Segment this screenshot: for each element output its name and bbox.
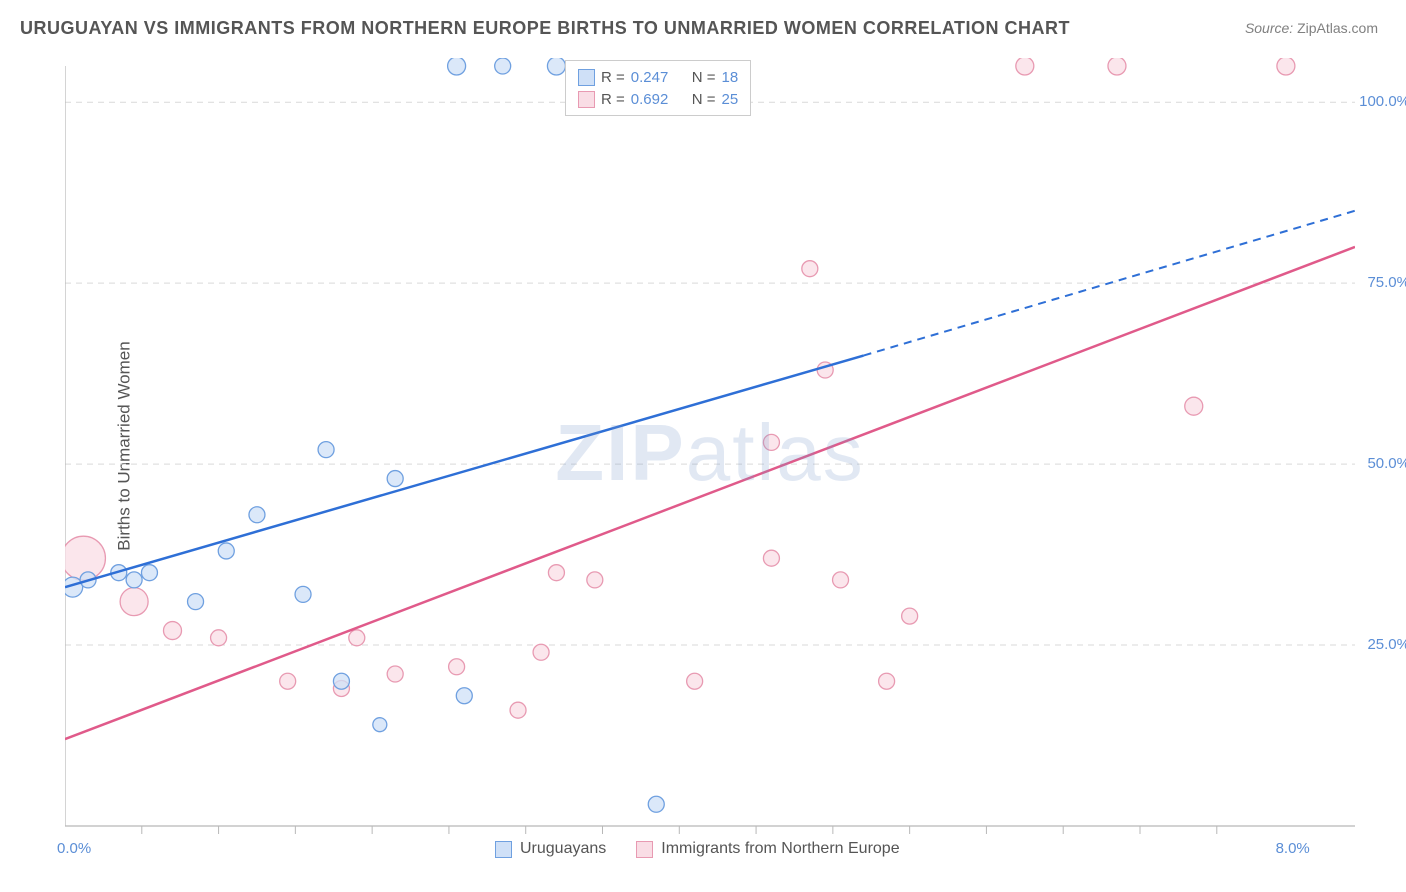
y-tick-label: 25.0% [1367, 636, 1406, 653]
y-tick-label: 100.0% [1359, 93, 1406, 110]
chart-area: ZIPatlas 25.0%50.0%75.0%100.0%0.0%8.0% R… [65, 58, 1355, 848]
x-tick-label: 8.0% [1276, 840, 1310, 857]
source-attribution: Source: ZipAtlas.com [1245, 20, 1378, 36]
scatter-plot [65, 58, 1355, 848]
source-label: Source: [1245, 20, 1293, 36]
correlation-legend: R = 0.247N = 18 R = 0.692N = 25 [565, 60, 751, 116]
y-tick-label: 75.0% [1367, 274, 1406, 291]
legend-label: Uruguayans [520, 840, 606, 858]
legend-swatch [578, 91, 595, 108]
x-tick-label: 0.0% [57, 840, 91, 857]
source-value: ZipAtlas.com [1297, 20, 1378, 36]
legend-label: Immigrants from Northern Europe [661, 840, 899, 858]
series-legend: Uruguayans Immigrants from Northern Europ… [495, 840, 900, 858]
chart-title: URUGUAYAN VS IMMIGRANTS FROM NORTHERN EU… [20, 18, 1070, 39]
chart-container: URUGUAYAN VS IMMIGRANTS FROM NORTHERN EU… [0, 0, 1406, 892]
legend-swatch [578, 69, 595, 86]
legend-swatch [636, 841, 653, 858]
legend-swatch [495, 841, 512, 858]
y-tick-label: 50.0% [1367, 455, 1406, 472]
